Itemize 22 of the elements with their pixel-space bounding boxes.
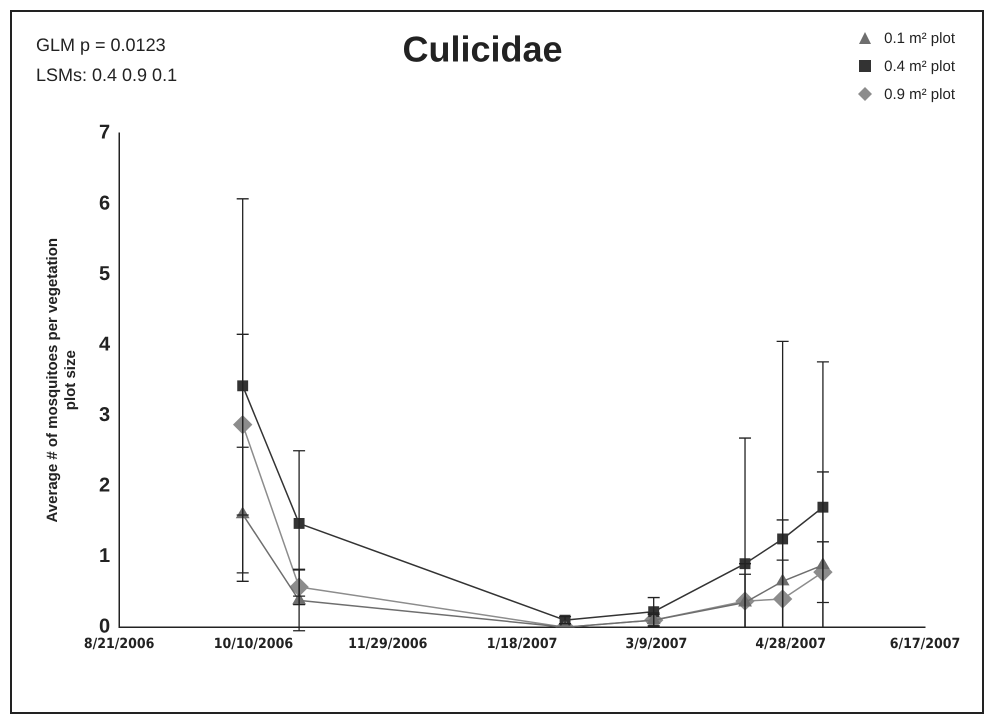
text: LSMs: 0.4 0.9 0.1 xyxy=(36,64,178,87)
y-tick-label: 2 xyxy=(99,474,110,497)
x-tick-label: 1/18/2007 xyxy=(486,636,558,652)
y-tick-label: 3 xyxy=(99,404,110,426)
x-tick-label: 10/10/2006 xyxy=(214,636,294,652)
chart-title: Culicidae xyxy=(402,28,563,70)
x-tick-label: 6/17/2007 xyxy=(890,636,960,652)
legend-label: 0.4 m² plot xyxy=(884,58,955,74)
x-tick-label: 4/28/2007 xyxy=(755,636,826,652)
y-tick-label: 0 xyxy=(99,616,110,638)
y-axis-title: Average # of mosquitoes per vegetation plot size xyxy=(44,238,80,522)
y-tick-label: 4 xyxy=(99,333,111,356)
legend-label: 0.9 m² plot xyxy=(884,86,955,102)
y-tick-label: 5 xyxy=(99,262,110,285)
x-tick-label: 11/29/2006 xyxy=(348,636,428,652)
y-tick-label: 1 xyxy=(99,545,110,568)
text: GLM p = 0.0123 xyxy=(36,34,167,57)
y-tick-label: 7 xyxy=(99,122,110,144)
legend-label: 0.1 m² plot xyxy=(884,30,955,46)
x-tick-label: 8/21/2006 xyxy=(84,636,155,652)
x-tick-label: 3/9/2007 xyxy=(625,636,688,652)
y-tick-label: 6 xyxy=(99,192,110,214)
